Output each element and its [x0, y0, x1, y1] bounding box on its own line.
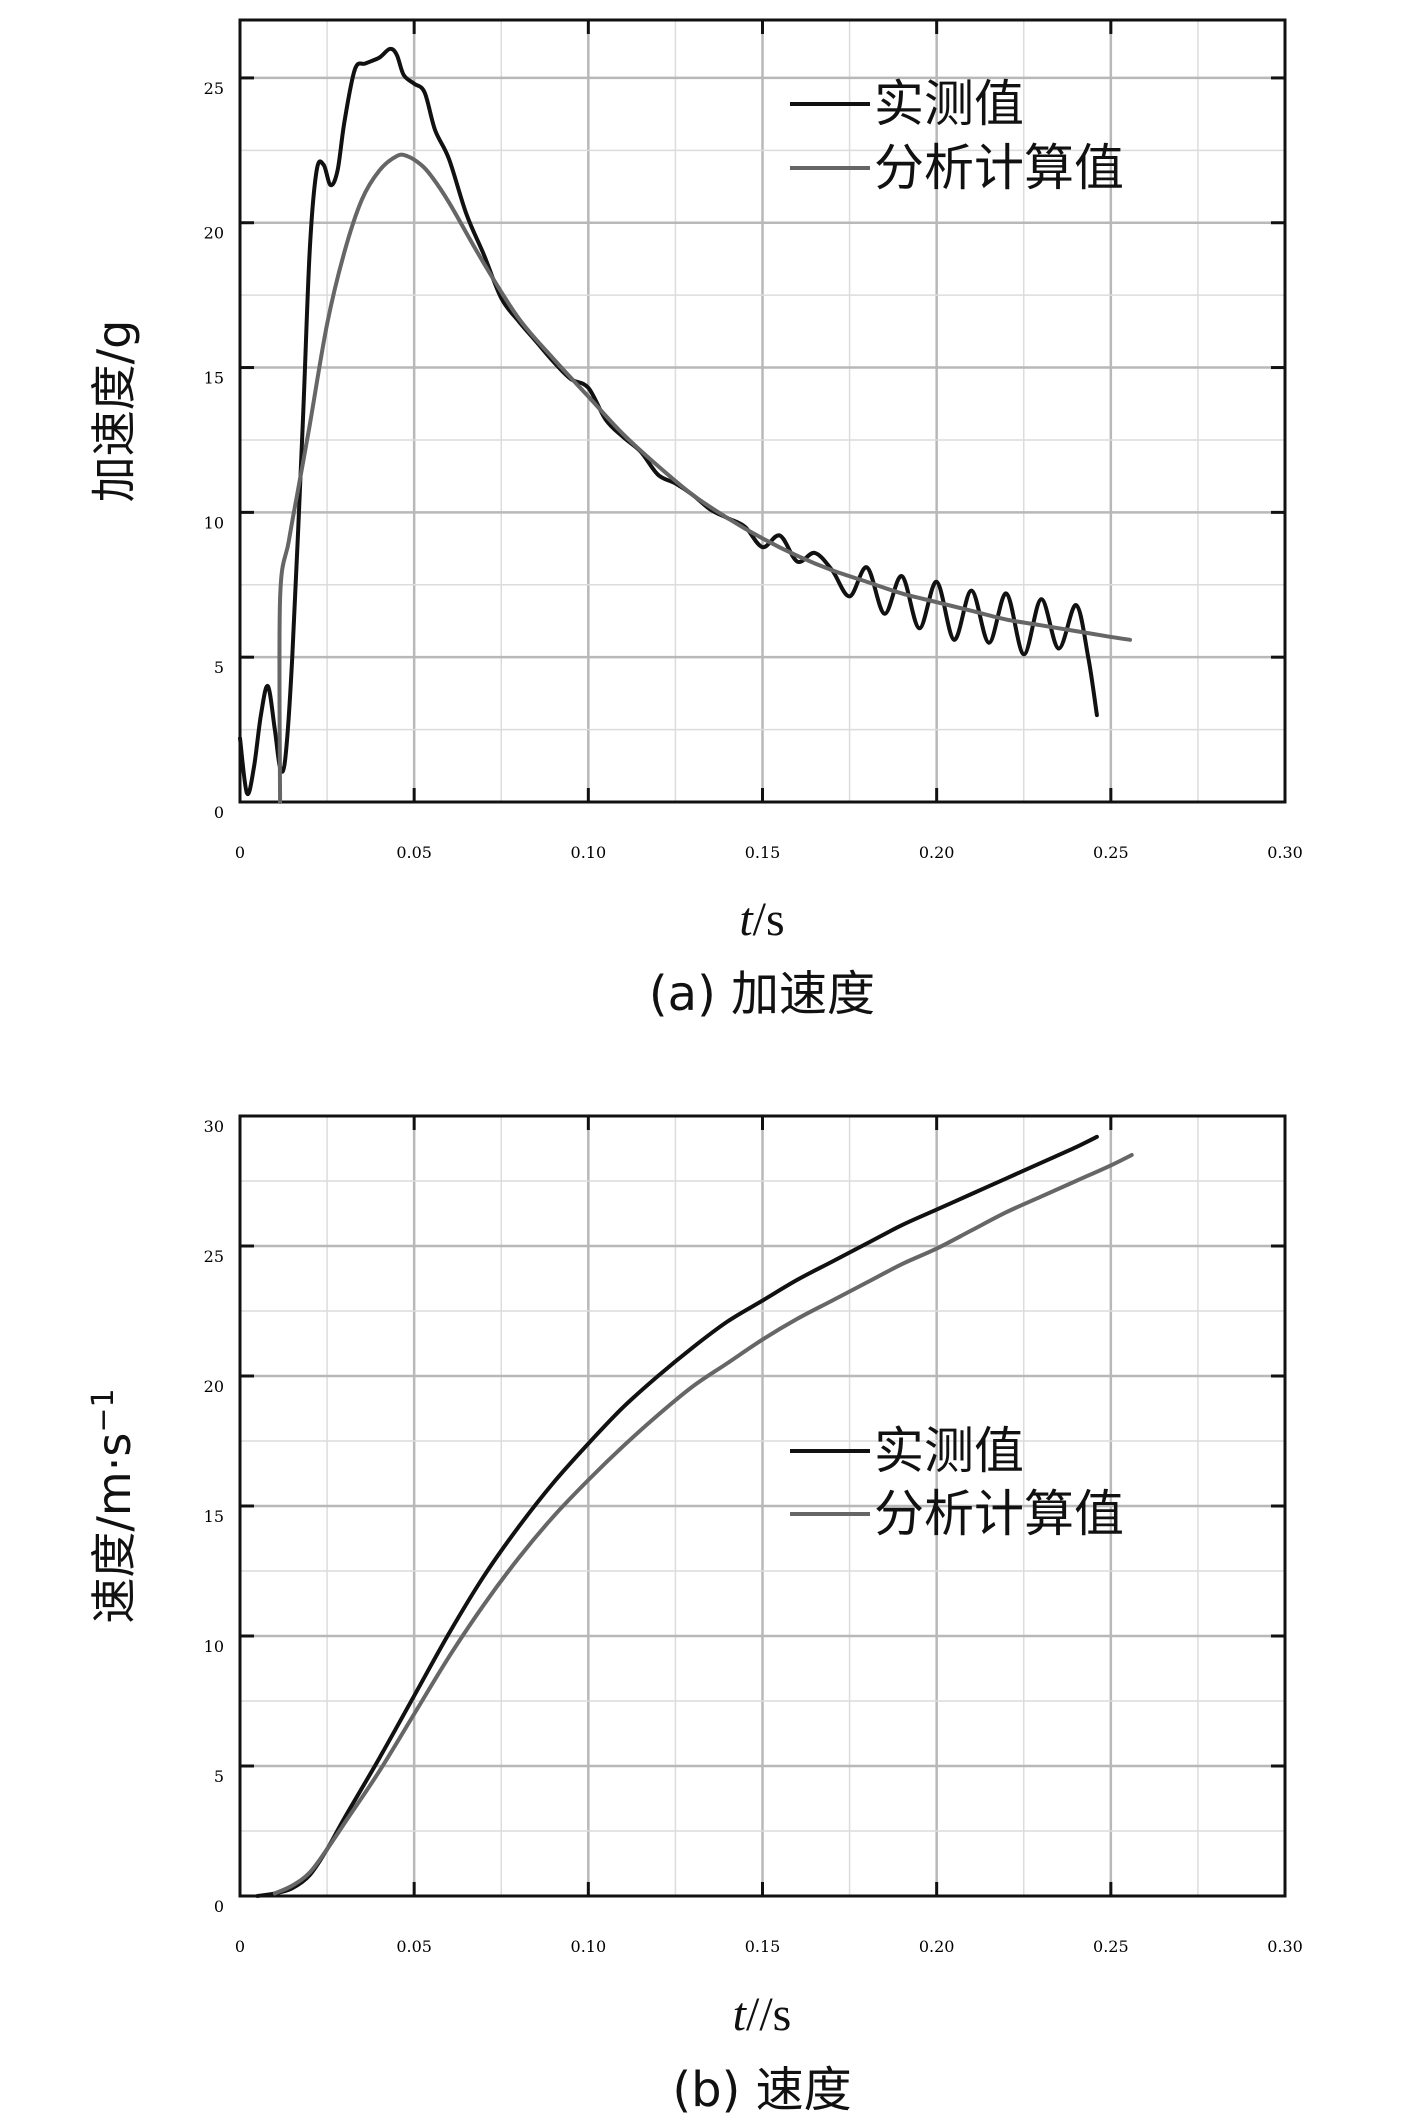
- acceleration-x-axis-unit: /s: [753, 893, 785, 946]
- y-tick-label: 0: [214, 1897, 224, 1916]
- x-tick-label: 0.05: [396, 843, 432, 862]
- legend-label-calculated: 分析计算值: [874, 139, 1124, 197]
- legend-label-measured: 实测值: [874, 75, 1024, 133]
- y-tick-label: 0: [214, 803, 224, 822]
- x-tick-label: 0.20: [919, 843, 955, 862]
- x-tick-label: 0.15: [745, 843, 781, 862]
- x-tick-label: 0: [235, 843, 245, 862]
- velocity-chart: 0 0.05 0.10 0.15 0.20 0.25 0.30 0 5 10 15 20 25 30 速度…: [86, 1114, 1303, 2118]
- legend-label-measured: 实测值: [874, 1422, 1024, 1480]
- acceleration-series-calculated-line: [277, 152, 1132, 804]
- acceleration-grid: [238, 20, 1287, 804]
- acceleration-ticks: 0 0.05 0.10 0.15 0.20 0.25 0.30 0 5 10 15 20 25: [204, 20, 1303, 862]
- x-tick-label: 0.25: [1093, 843, 1129, 862]
- x-tick-label: 0.20: [919, 1937, 955, 1956]
- velocity-series: [255, 1134, 1134, 1898]
- x-tick-label: 0.25: [1093, 1937, 1129, 1956]
- y-tick-label: 15: [204, 1507, 224, 1526]
- x-tick-label: 0.30: [1267, 1937, 1303, 1956]
- y-tick-label: 25: [204, 1247, 224, 1266]
- x-tick-label: 0.05: [396, 1937, 432, 1956]
- y-tick-label: 15: [204, 369, 224, 388]
- x-tick-label: 0.10: [571, 843, 607, 862]
- acceleration-x-axis-label: t/s: [739, 893, 784, 946]
- velocity-y-axis-label: 速度/m·s−1: [86, 1388, 142, 1623]
- velocity-x-axis-unit: //s: [746, 1988, 791, 2041]
- velocity-legend: 实测值 分析计算值: [790, 1422, 1124, 1543]
- y-tick-label: 30: [204, 1117, 224, 1136]
- y-tick-label: 5: [214, 658, 224, 677]
- x-tick-label: 0.10: [571, 1937, 607, 1956]
- legend-label-calculated: 分析计算值: [874, 1485, 1124, 1543]
- acceleration-y-axis-label: 加速度/g: [87, 320, 141, 503]
- velocity-x-axis-var: t: [733, 1988, 748, 2041]
- y-tick-label: 10: [204, 513, 224, 532]
- x-tick-label: 0.15: [745, 1937, 781, 1956]
- x-tick-label: 0.30: [1267, 843, 1303, 862]
- velocity-y-axis-label-main: 速度/m·s: [87, 1433, 141, 1624]
- y-tick-label: 10: [204, 1637, 224, 1656]
- velocity-y-axis-label-exp: −1: [86, 1388, 121, 1432]
- y-tick-label: 5: [214, 1767, 224, 1786]
- y-tick-label: 20: [204, 224, 224, 243]
- velocity-series-calculated-line: [272, 1153, 1134, 1896]
- y-tick-label: 25: [204, 79, 224, 98]
- velocity-ticks: 0 0.05 0.10 0.15 0.20 0.25 0.30 0 5 10 15 20 25 30: [204, 1114, 1303, 1956]
- x-tick-label: 0: [235, 1937, 245, 1956]
- velocity-caption: (b) 速度: [672, 2062, 851, 2118]
- y-tick-label: 20: [204, 1377, 224, 1396]
- acceleration-caption: (a) 加速度: [649, 966, 875, 1022]
- velocity-grid: [238, 1114, 1287, 1898]
- velocity-x-axis-label: t//s: [733, 1988, 792, 2041]
- acceleration-chart: 0 0.05 0.10 0.15 0.20 0.25 0.30 0 5 10 15 20 25 加速度/…: [87, 18, 1303, 1022]
- acceleration-series: [238, 46, 1132, 804]
- acceleration-legend: 实测值 分析计算值: [790, 75, 1124, 197]
- acceleration-x-axis-var: t: [739, 893, 754, 946]
